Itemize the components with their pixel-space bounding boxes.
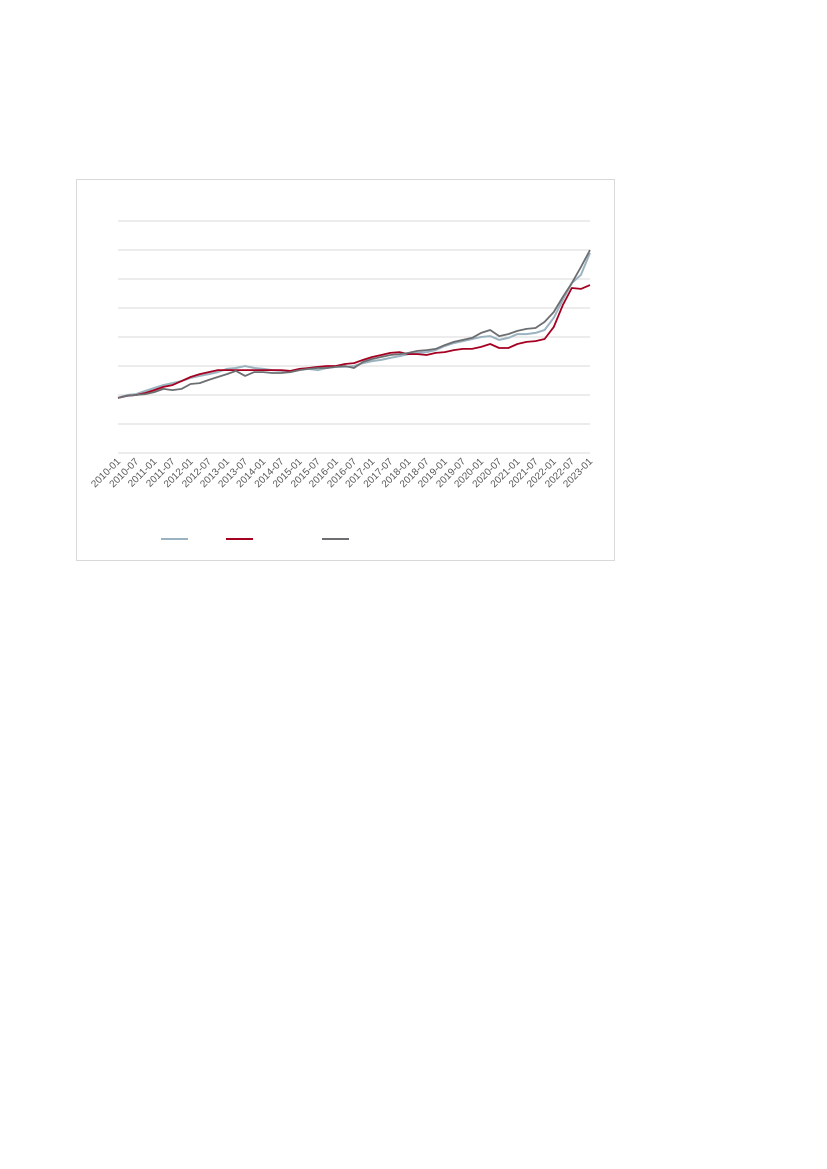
series-line (117, 252, 591, 399)
chart-frame (76, 179, 615, 561)
series-line (117, 284, 591, 399)
series-line (117, 249, 591, 399)
